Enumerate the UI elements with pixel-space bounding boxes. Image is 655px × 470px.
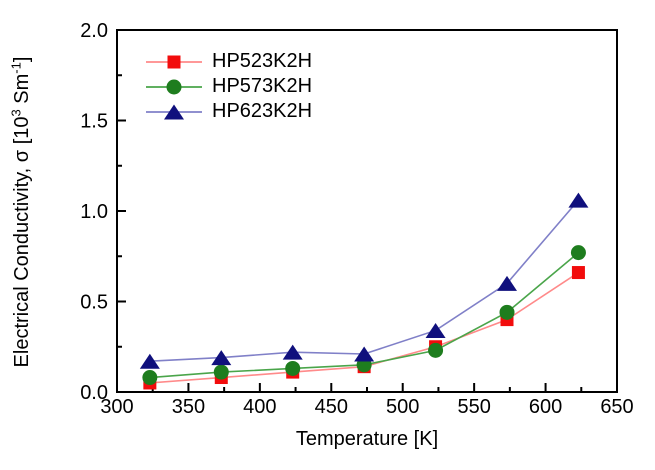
y-axis-tick-labels: 0.0 0.5 1.0 1.5 2.0: [80, 20, 108, 404]
legend-swatch-square-icon: [146, 55, 202, 68]
x-axis-tick-labels: 300 350 400 450 500 550 600 650: [100, 396, 633, 418]
series-HP573K2H: [142, 245, 586, 386]
y-axis-title-segment: 3: [8, 109, 24, 117]
y-axis-title: Electrical Conductivity, σ [103 Sm-1]: [8, 32, 37, 392]
svg-text:1.5: 1.5: [80, 111, 108, 133]
legend-swatch-triangle-icon: [146, 104, 202, 119]
y-axis-title-segment: Sm: [11, 73, 33, 110]
svg-text:0.5: 0.5: [80, 292, 108, 314]
legend-label: HP623K2H: [212, 100, 313, 122]
svg-text:500: 500: [386, 396, 419, 418]
y-axis-title-segment: -1: [8, 62, 24, 74]
y-axis-ticks: [117, 29, 126, 393]
legend-entry-hp523k2h: HP523K2H: [145, 49, 312, 74]
svg-text:650: 650: [600, 396, 633, 418]
svg-text:550: 550: [457, 396, 490, 418]
y-axis-title-segment: Electrical Conductivity, σ [10: [11, 116, 33, 368]
svg-text:2.0: 2.0: [80, 20, 108, 42]
legend-label: HP573K2H: [212, 75, 313, 97]
legend-label: HP523K2H: [212, 50, 313, 72]
x-axis-ticks: [116, 383, 618, 392]
svg-text:400: 400: [243, 396, 276, 418]
y-axis-title-segment: ]: [11, 56, 33, 63]
legend: HP523K2H HP573K2H HP623K2H: [145, 49, 312, 124]
svg-text:450: 450: [315, 396, 348, 418]
svg-text:1.0: 1.0: [80, 201, 108, 223]
x-axis-title: Temperature [K]: [295, 428, 439, 450]
legend-entry-hp573k2h: HP573K2H: [145, 74, 312, 99]
svg-text:300: 300: [100, 396, 133, 418]
legend-entry-hp623k2h: HP623K2H: [145, 99, 312, 124]
svg-text:600: 600: [529, 396, 562, 418]
series-line: [149, 199, 580, 363]
svg-text:350: 350: [172, 396, 205, 418]
plot-frame: [116, 29, 618, 393]
series-HP623K2H: [139, 192, 589, 369]
legend-swatch-circle-icon: [146, 79, 202, 94]
svg-text:0.0: 0.0: [80, 382, 108, 404]
